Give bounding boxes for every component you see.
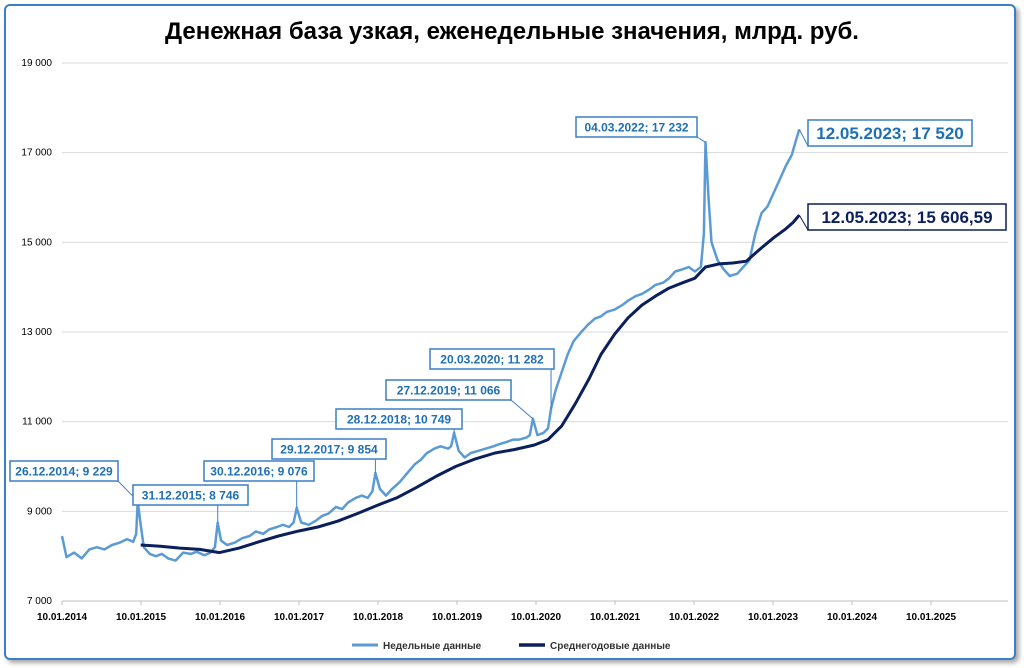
annotation-box	[335, 408, 463, 430]
x-tick-label: 10.01.2015	[116, 612, 166, 623]
annual-average-series-line	[140, 214, 801, 555]
x-tick-label: 10.01.2016	[195, 612, 245, 623]
x-tick-label: 10.01.2019	[432, 612, 482, 623]
x-tick-label: 10.01.2014	[37, 612, 87, 623]
annotation-label: 12.05.2023; 17 520	[816, 124, 963, 143]
x-tick-label: 10.01.2023	[748, 612, 798, 623]
annotation-leader	[510, 399, 534, 420]
annotation-label: 31.12.2015; 8 746	[142, 488, 240, 502]
annotation-label: 27.12.2019; 11 066	[397, 383, 501, 397]
annotation-box	[271, 438, 387, 460]
annotation-leader	[798, 214, 809, 231]
annotation-label: 12.05.2023; 15 606,59	[821, 208, 992, 227]
annotation-box	[9, 460, 119, 482]
y-tick-label: 7 000	[27, 596, 52, 607]
annotation-label: 29.12.2017; 9 854	[280, 442, 378, 456]
y-tick-label: 13 000	[21, 327, 52, 338]
annotation-box	[807, 119, 973, 147]
x-tick-label: 10.01.2022	[669, 612, 719, 623]
legend-label-annual: Среднегодовые данные	[550, 641, 671, 652]
y-tick-label: 19 000	[21, 58, 52, 69]
annotation-leader	[696, 136, 706, 143]
annotation-label: 04.03.2022; 17 232	[584, 120, 688, 134]
x-tick-label: 10.01.2018	[353, 612, 403, 623]
x-tick-label: 10.01.2025	[906, 612, 956, 623]
x-tick-label: 10.01.2020	[511, 612, 561, 623]
annotation-box	[429, 348, 555, 370]
weekly-series-line	[60, 129, 801, 562]
y-tick-label: 17 000	[21, 148, 52, 159]
y-tick-label: 11 000	[22, 417, 52, 428]
annotation-label: 28.12.2018; 10 749	[347, 412, 451, 426]
annotation-box	[385, 379, 512, 401]
x-tick-label: 10.01.2024	[827, 612, 877, 623]
annotation-box	[807, 203, 1007, 231]
y-tick-label: 9 000	[27, 506, 52, 517]
chart-title: Денежная база узкая, еженедельные значен…	[165, 18, 859, 45]
x-tick-label: 10.01.2017	[274, 612, 324, 623]
x-tick-label: 10.01.2021	[590, 612, 640, 623]
annotation-box	[132, 484, 249, 506]
legend-label-weekly: Недельные данные	[383, 641, 482, 652]
annotation-box	[203, 460, 315, 482]
annotation-label: 30.12.2016; 9 076	[210, 464, 308, 478]
annotation-box	[575, 116, 698, 138]
annotation-label: 20.03.2020; 11 282	[440, 352, 544, 366]
y-tick-label: 15 000	[21, 237, 52, 248]
annotation-leader	[798, 129, 809, 147]
annotation-label: 26.12.2014; 9 229	[15, 464, 113, 478]
